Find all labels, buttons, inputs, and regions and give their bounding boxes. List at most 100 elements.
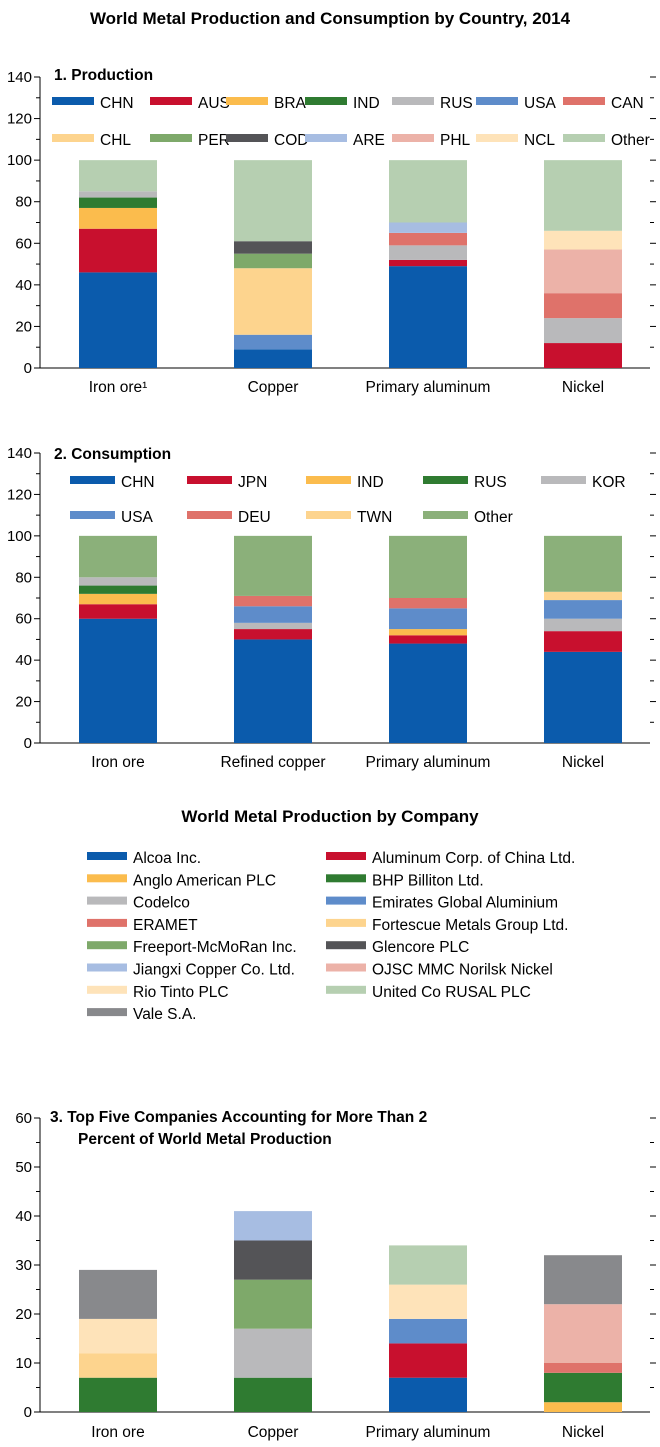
bar-segment-chn (79, 272, 157, 368)
bar-segment-kor (79, 577, 157, 586)
bar-segment-can (389, 232, 467, 246)
legend1-item-label: ARE (353, 132, 385, 149)
y-tick-label: 80 (15, 194, 32, 211)
company-legend-item-swatch (326, 918, 366, 927)
bar-segment-usa (234, 606, 312, 623)
bar-segment-chn (544, 651, 622, 743)
bar-segment-vale (544, 1255, 622, 1305)
bar-segment-kor (544, 618, 622, 632)
legend1-item-label: CHL (100, 132, 131, 149)
bar-segment-twn (544, 591, 622, 601)
bar-segment-bhp (79, 1377, 157, 1412)
legend2-item-label: CHN (121, 474, 155, 491)
bar-segment-other (544, 535, 622, 592)
y-tick-label: 10 (15, 1355, 32, 1372)
bar-segment-rus (389, 245, 467, 260)
bar-segment-rus (79, 191, 157, 198)
bar-segment-chn (389, 643, 467, 743)
panel3-title-line1: 3. Top Five Companies Accounting for Mor… (50, 1109, 427, 1126)
legend1-item-label: CAN (611, 95, 644, 112)
bar-segment-bhp (544, 1372, 622, 1403)
y-tick-label: 40 (15, 652, 32, 669)
legend1-item-swatch (563, 97, 605, 105)
x-category-label: Iron ore¹ (89, 379, 148, 396)
bar-segment-are (389, 222, 467, 233)
y-tick-label: 100 (7, 528, 32, 545)
company-legend-item-swatch (326, 963, 366, 972)
bar-segment-ind (389, 629, 467, 636)
y-tick-label: 30 (15, 1257, 32, 1274)
bar-segment-jpn (79, 604, 157, 619)
legend2-item-swatch (423, 511, 468, 519)
y-tick-label: 40 (15, 277, 32, 294)
bar-segment-bhp (234, 1377, 312, 1412)
legend1-item-swatch (563, 134, 605, 142)
legend2-item-swatch (187, 476, 232, 484)
x-category-label: Primary aluminum (366, 754, 491, 771)
bar-segment-chn (389, 266, 467, 368)
legend2-item-swatch (423, 476, 468, 484)
legend2-item-swatch (306, 476, 351, 484)
bar-segment-anglo (544, 1402, 622, 1412)
company-legend-item-label: OJSC MMC Norilsk Nickel (372, 962, 553, 979)
legend2-item-label: DEU (238, 509, 271, 526)
y-tick-label: 140 (7, 445, 32, 462)
company-legend-item-label: BHP Billiton Ltd. (372, 872, 484, 889)
legend2-item-label: JPN (238, 474, 267, 491)
y-tick-label: 0 (24, 735, 32, 752)
company-legend-item-label: Rio Tinto PLC (133, 984, 229, 1001)
bar-segment-jpn (234, 629, 312, 640)
legend2-item-swatch (70, 511, 115, 519)
company-legend-item-swatch (87, 985, 127, 994)
bar-segment-rio (79, 1318, 157, 1354)
legend2-item-label: KOR (592, 474, 626, 491)
legend1-item-swatch (226, 97, 268, 105)
company-legend-item-swatch (87, 874, 127, 883)
bar-segment-ega (389, 1318, 467, 1344)
bar-segment-ncl (544, 230, 622, 250)
legend1-item-swatch (392, 134, 434, 142)
y-tick-label: 60 (15, 611, 32, 628)
bar-segment-other (544, 160, 622, 231)
company-legend-item-swatch (87, 963, 127, 972)
company-legend-item-swatch (326, 874, 366, 883)
bar-segment-deu (234, 595, 312, 607)
legend1-item-swatch (476, 97, 518, 105)
bar-segment-chn (234, 639, 312, 743)
legend2-item-swatch (306, 511, 351, 519)
company-legend-item-swatch (326, 985, 366, 994)
y-tick-label: 0 (24, 1404, 32, 1421)
legend1-item-label: Other (611, 132, 650, 149)
legend1-item-swatch (305, 134, 347, 142)
bar-segment-aus (389, 259, 467, 267)
bar-segment-ind (79, 593, 157, 605)
bar-segment-jpn (544, 631, 622, 652)
company-legend-item-label: United Co RUSAL PLC (372, 984, 531, 1001)
bar-segment-usa (544, 600, 622, 619)
y-tick-label: 50 (15, 1159, 32, 1176)
company-legend-item-label: Aluminum Corp. of China Ltd. (372, 850, 575, 867)
company-legend-item-label: Glencore PLC (372, 939, 469, 956)
legend1-item-label: BRA (274, 95, 307, 112)
x-category-label: Copper (248, 1424, 299, 1441)
legend1-item-swatch (226, 134, 268, 142)
legend1-item-label: COD (274, 132, 308, 149)
legend1-item-swatch (150, 134, 192, 142)
panel1-title: 1. Production (54, 67, 153, 84)
y-tick-label: 120 (7, 486, 32, 503)
x-category-label: Iron ore (91, 754, 144, 771)
legend2-item-label: USA (121, 509, 154, 526)
legend1-item-swatch (150, 97, 192, 105)
bar-segment-per (234, 253, 312, 269)
bar-segment-deu (389, 598, 467, 609)
company-legend-item-label: ERAMET (133, 917, 198, 934)
bar-segment-aus (544, 343, 622, 368)
x-category-label: Nickel (562, 1424, 604, 1441)
bar-segment-cod (234, 241, 312, 254)
legend1-item-swatch (52, 97, 94, 105)
bar-segment-freeport (234, 1279, 312, 1329)
y-tick-label: 20 (15, 1306, 32, 1323)
bar-segment-bra (79, 207, 157, 229)
